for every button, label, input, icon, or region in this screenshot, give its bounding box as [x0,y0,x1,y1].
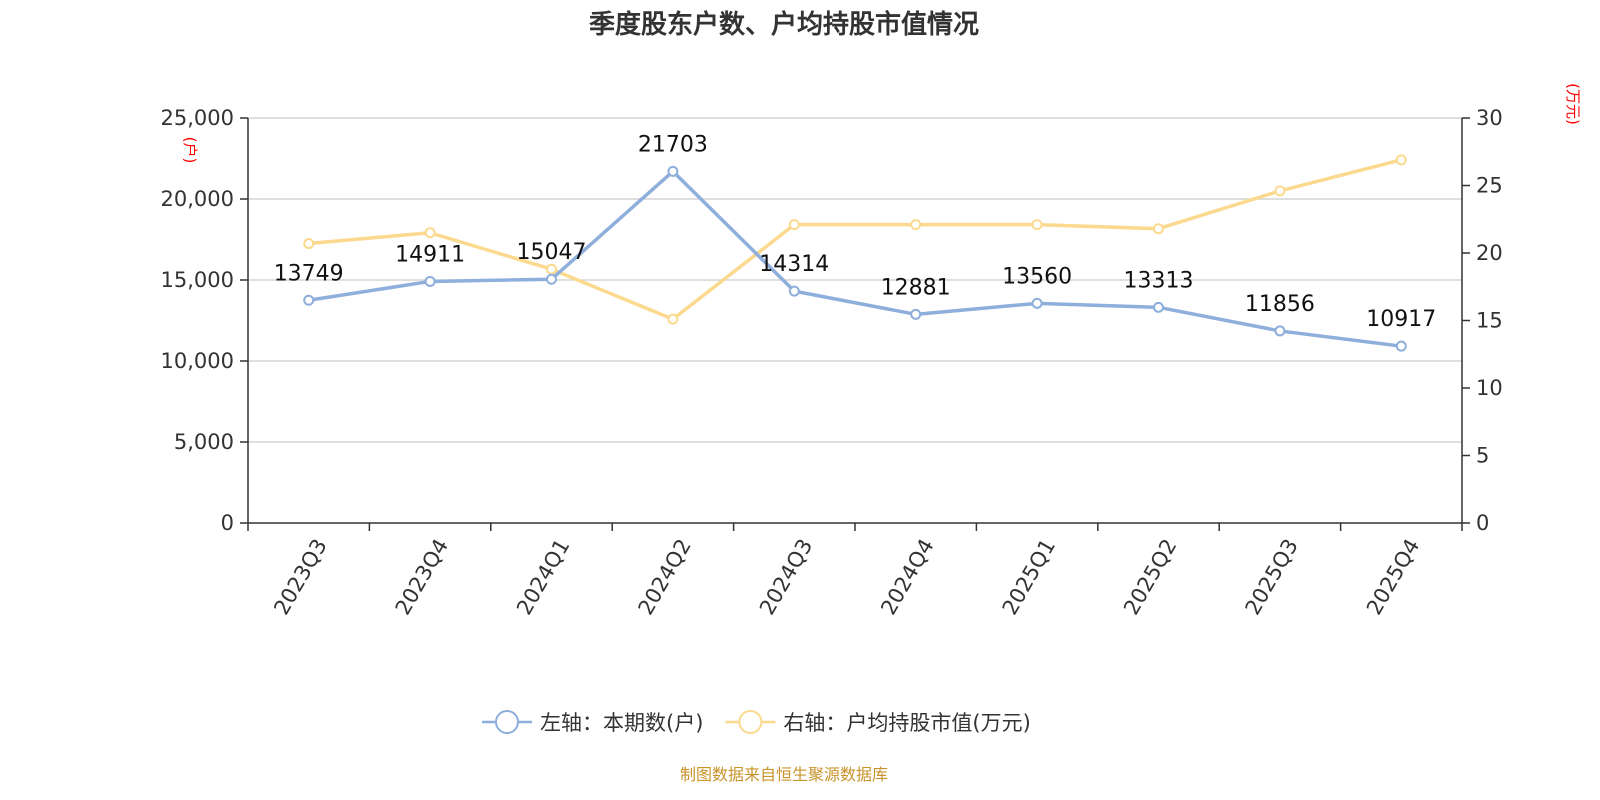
data-point [546,263,557,275]
x-tick-label: 2025Q3 [1241,535,1303,619]
left-tick-label: 5,000 [174,430,234,454]
left-tick-label: 20,000 [161,187,234,211]
left-tick-label: 25,000 [161,106,234,130]
data-point [1153,223,1164,235]
data-point [1395,340,1407,352]
axes [247,118,1463,524]
x-tick-label: 2025Q4 [1362,535,1424,619]
x-tick-label: 2024Q4 [876,535,938,619]
right-tick-label: 20 [1476,241,1503,265]
data-point [1395,154,1407,166]
legend-label: 右轴：户均持股市值(万元) [783,711,1030,735]
data-label: 14911 [395,242,465,267]
right-tick-label: 0 [1476,511,1489,535]
data-label: 13749 [274,261,344,286]
legend-item: 左轴：本期数(户) [482,710,703,735]
legend-swatch-marker [738,710,763,734]
data-label: 13313 [1124,268,1194,293]
x-tick-label: 2025Q1 [998,535,1060,619]
data-label: 12881 [881,275,951,300]
data-labels: 13749 14911 15047 21703 14314 12881 13560 13313… [274,132,1437,332]
series-line [308,169,1402,348]
right-axis-ticks: 0 5 10 15 20 25 30 [1462,106,1503,535]
data-label: 10917 [1366,307,1436,332]
data-point [667,165,679,177]
data-point [546,273,557,285]
legend-item: 右轴：户均持股市值(万元) [725,710,1031,735]
legend-label: 左轴：本期数(户) [540,711,703,735]
x-tick-label: 2024Q1 [512,535,574,619]
right-axis-unit: (万元) [1564,83,1582,125]
data-point [788,219,800,231]
data-point [788,285,800,297]
series-layer [303,154,1407,352]
right-tick-label: 30 [1476,106,1503,130]
x-tick-label: 2024Q3 [755,535,817,619]
legend-swatch-marker [495,710,519,734]
left-tick-label: 0 [221,511,234,535]
left-tick-label: 15,000 [161,268,234,292]
x-axis-ticks: 2023Q3 2023Q4 2024Q1 2024Q2 2024Q3 2024Q4 2025… [247,523,1463,619]
data-point [424,275,436,287]
data-point [667,313,679,325]
left-tick-label: 10,000 [161,349,234,373]
left-axis-unit: (户) [181,137,199,164]
right-tick-label: 5 [1476,444,1489,468]
x-tick-label: 2025Q2 [1119,535,1181,619]
right-tick-label: 25 [1476,174,1503,198]
data-label: 11856 [1245,292,1315,317]
data-point [1153,301,1164,313]
x-tick-label: 2024Q2 [634,535,696,619]
data-label: 14314 [759,252,829,277]
left-axis-ticks: 0 5,000 10,000 15,000 20,000 25,000 [161,106,248,535]
legend: 左轴：本期数(户) 右轴：户均持股市值(万元) [482,710,1031,735]
data-point [1274,325,1286,337]
data-point [303,294,315,306]
right-tick-label: 15 [1476,309,1503,333]
data-point [910,219,922,231]
data-point [1274,185,1286,197]
data-label: 15047 [517,240,587,265]
data-point [910,308,922,320]
data-point [424,227,436,239]
data-point [1031,297,1043,309]
chart-title: 季度股东户数、户均持股市值情况 [589,9,979,40]
series-line [308,158,1402,321]
data-label: 13560 [1002,264,1072,289]
data-point [1031,219,1043,231]
x-tick-label: 2023Q4 [391,535,453,619]
right-tick-label: 10 [1476,376,1503,400]
data-point [303,238,315,250]
data-label: 21703 [638,132,708,157]
source-note: 制图数据来自恒生聚源数据库 [680,765,888,784]
x-tick-label: 2023Q3 [269,535,331,619]
